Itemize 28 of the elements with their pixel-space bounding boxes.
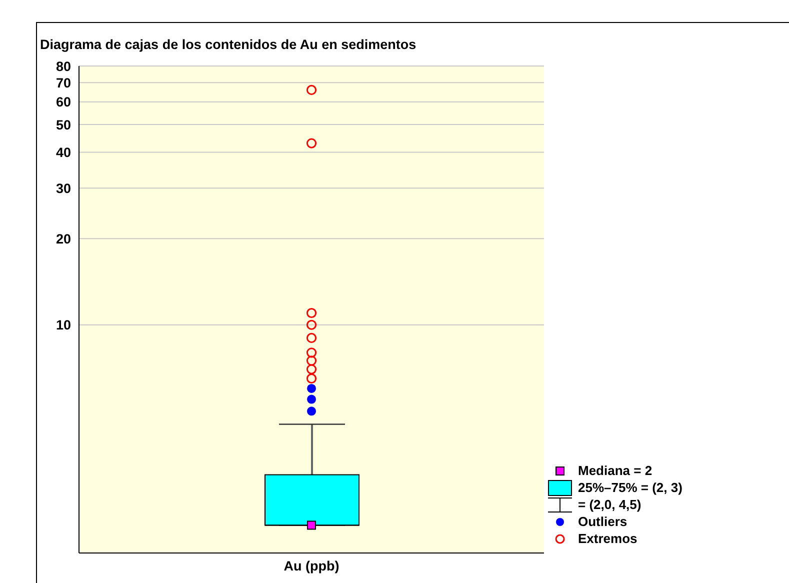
- point: [306, 308, 317, 318]
- y-tick-label: 30: [56, 180, 71, 196]
- legend-label: Outliers: [578, 513, 628, 530]
- legend-label: Extremos: [578, 530, 638, 547]
- chart-title: Diagrama de cajas de los contenidos de Au en sedimentos: [40, 37, 416, 52]
- point: [306, 356, 317, 366]
- point: [306, 138, 317, 148]
- y-tick-label: 70: [56, 75, 71, 90]
- text: = (2,0, 4,5): [578, 496, 642, 513]
- point: [306, 320, 317, 330]
- y-tick-label: 20: [56, 231, 71, 246]
- y-tick-label: 60: [56, 94, 71, 110]
- y-tick-label: 50: [56, 117, 71, 132]
- point: [306, 364, 317, 374]
- point: [306, 84, 317, 95]
- y-tick-label: 40: [56, 145, 71, 160]
- point: [306, 332, 317, 344]
- point: [306, 373, 317, 384]
- x-tick-label: Au (ppb): [284, 558, 340, 574]
- point: [307, 406, 316, 416]
- legend-label: Mediana = 2: [578, 462, 652, 479]
- y-tick-label: 10: [56, 318, 71, 333]
- point: [306, 348, 317, 358]
- y-tick-label: 80: [56, 58, 71, 74]
- point: [307, 520, 316, 530]
- point: [307, 384, 316, 393]
- point: [307, 394, 316, 404]
- legend-label: 25%–75% = (2, 3): [578, 479, 682, 496]
